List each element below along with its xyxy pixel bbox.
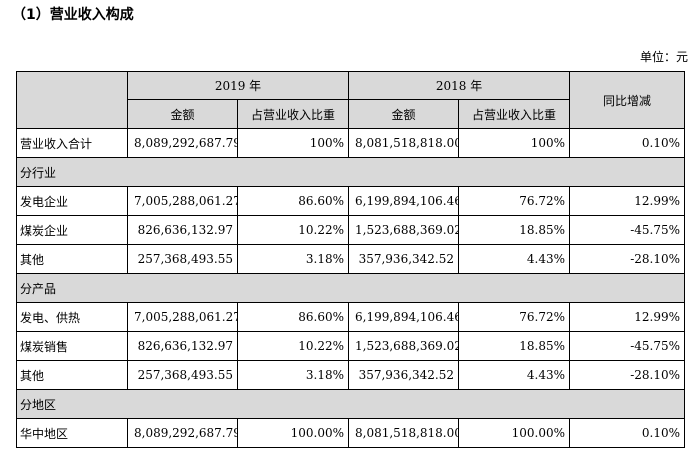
- header-yoy: 同比增减: [569, 71, 686, 129]
- amount-2018: 8,081,518,818.00: [348, 128, 460, 158]
- amount-2019: 8,089,292,687.79: [127, 418, 238, 448]
- amount-2018: 8,081,518,818.00: [348, 418, 460, 448]
- row-label: 其他: [16, 360, 128, 390]
- yoy-change: 0.10%: [569, 418, 686, 448]
- ratio-2018: 76.72%: [458, 186, 571, 216]
- table-row: 发电、供热 7,005,288,061.27 86.60% 6,199,894,…: [16, 302, 686, 332]
- header-year-2018: 2018 年: [348, 71, 571, 100]
- row-label: 其他: [16, 244, 128, 274]
- amount-2019: 826,636,132.97: [127, 331, 238, 361]
- ratio-2019: 3.18%: [236, 244, 350, 274]
- row-label: 营业收入合计: [16, 128, 128, 158]
- header-ratio-2019: 占营业收入比重: [236, 99, 350, 129]
- amount-2019: 8,089,292,687.79: [127, 128, 238, 158]
- section-label: 分地区: [15, 389, 686, 419]
- amount-2018: 6,199,894,106.46: [348, 186, 460, 216]
- header-corner: [16, 71, 128, 129]
- ratio-2019: 3.18%: [236, 360, 350, 390]
- amount-2019: 7,005,288,061.27: [127, 186, 238, 216]
- row-label: 华中地区: [16, 418, 128, 448]
- table-row: 其他 257,368,493.55 3.18% 357,936,342.52 4…: [16, 244, 686, 274]
- table-row: 煤炭销售 826,636,132.97 10.22% 1,523,688,369…: [16, 331, 686, 361]
- section-label: 分产品: [15, 273, 686, 303]
- header-amount-2018: 金额: [348, 99, 460, 129]
- header-year-2019: 2019 年: [126, 71, 350, 100]
- yoy-change: -45.75%: [569, 331, 686, 361]
- row-label: 煤炭销售: [16, 331, 128, 361]
- section-row-industry: 分行业: [15, 157, 686, 187]
- header-amount-2019: 金额: [127, 99, 238, 129]
- table-row: 华中地区 8,089,292,687.79 100.00% 8,081,518,…: [16, 418, 686, 448]
- row-label: 发电企业: [16, 186, 128, 216]
- amount-2018: 1,523,688,369.02: [348, 215, 460, 245]
- ratio-2019: 86.60%: [236, 186, 350, 216]
- ratio-2019: 10.22%: [236, 215, 350, 245]
- ratio-2019: 100%: [236, 128, 350, 158]
- total-row: 营业收入合计 8,089,292,687.79 100% 8,081,518,8…: [16, 128, 686, 158]
- ratio-2018: 4.43%: [458, 360, 571, 390]
- yoy-change: -28.10%: [569, 360, 686, 390]
- ratio-2018: 18.85%: [458, 215, 571, 245]
- ratio-2019: 10.22%: [236, 331, 350, 361]
- ratio-2018: 100.00%: [458, 418, 571, 448]
- row-label: 发电、供热: [16, 302, 128, 332]
- row-label: 煤炭企业: [16, 215, 128, 245]
- unit-label: 单位：元: [639, 50, 688, 64]
- table-row: 其他 257,368,493.55 3.18% 357,936,342.52 4…: [16, 360, 686, 390]
- table-row: 发电企业 7,005,288,061.27 86.60% 6,199,894,1…: [16, 186, 686, 216]
- ratio-2018: 18.85%: [458, 331, 571, 361]
- yoy-change: 12.99%: [569, 186, 686, 216]
- amount-2019: 257,368,493.55: [127, 244, 238, 274]
- ratio-2018: 4.43%: [458, 244, 571, 274]
- section-title: （1）营业收入构成: [12, 7, 134, 23]
- yoy-change: -28.10%: [569, 244, 686, 274]
- ratio-2018: 76.72%: [458, 302, 571, 332]
- amount-2019: 826,636,132.97: [127, 215, 238, 245]
- yoy-change: 12.99%: [569, 302, 686, 332]
- amount-2019: 257,368,493.55: [127, 360, 238, 390]
- ratio-2018: 100%: [458, 128, 571, 158]
- section-row-product: 分产品: [15, 273, 686, 303]
- header-ratio-2018: 占营业收入比重: [458, 99, 571, 129]
- amount-2018: 357,936,342.52: [348, 244, 460, 274]
- amount-2018: 6,199,894,106.46: [348, 302, 460, 332]
- yoy-change: -45.75%: [569, 215, 686, 245]
- section-label: 分行业: [15, 157, 686, 187]
- ratio-2019: 86.60%: [236, 302, 350, 332]
- amount-2018: 1,523,688,369.02: [348, 331, 460, 361]
- amount-2018: 357,936,342.52: [348, 360, 460, 390]
- amount-2019: 7,005,288,061.27: [127, 302, 238, 332]
- table-row: 煤炭企业 826,636,132.97 10.22% 1,523,688,369…: [16, 215, 686, 245]
- ratio-2019: 100.00%: [236, 418, 350, 448]
- section-row-region: 分地区: [15, 389, 686, 419]
- yoy-change: 0.10%: [569, 128, 686, 158]
- revenue-composition-table: 2019 年 2018 年 同比增减 金额 占营业收入比重 金额 占营业收入比重…: [15, 71, 686, 448]
